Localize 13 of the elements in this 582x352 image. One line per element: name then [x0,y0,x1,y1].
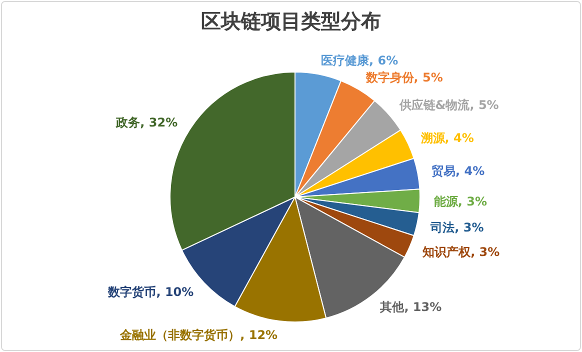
slice-label: 能源, 3% [434,194,488,208]
slice-label: 供应链&物流, 5% [398,98,499,112]
slice-label: 司法, 3% [430,220,484,234]
slice-label: 医疗健康, 6% [321,53,398,68]
slice-label: 政务, 32% [115,116,178,130]
slice-label: 金融业（非数字货币）, 12% [119,328,278,342]
slice-label: 数字货币, 10% [107,285,194,300]
slice-label: 溯源, 4% [420,130,474,145]
slice-label: 其他, 13% [379,300,442,314]
slice-label: 贸易, 4% [432,164,485,178]
slice-label: 数字身份, 5% [364,70,443,84]
slice-label: 知识产权, 3% [422,245,500,260]
chart-title: 区块链项目类型分布 [200,8,382,35]
